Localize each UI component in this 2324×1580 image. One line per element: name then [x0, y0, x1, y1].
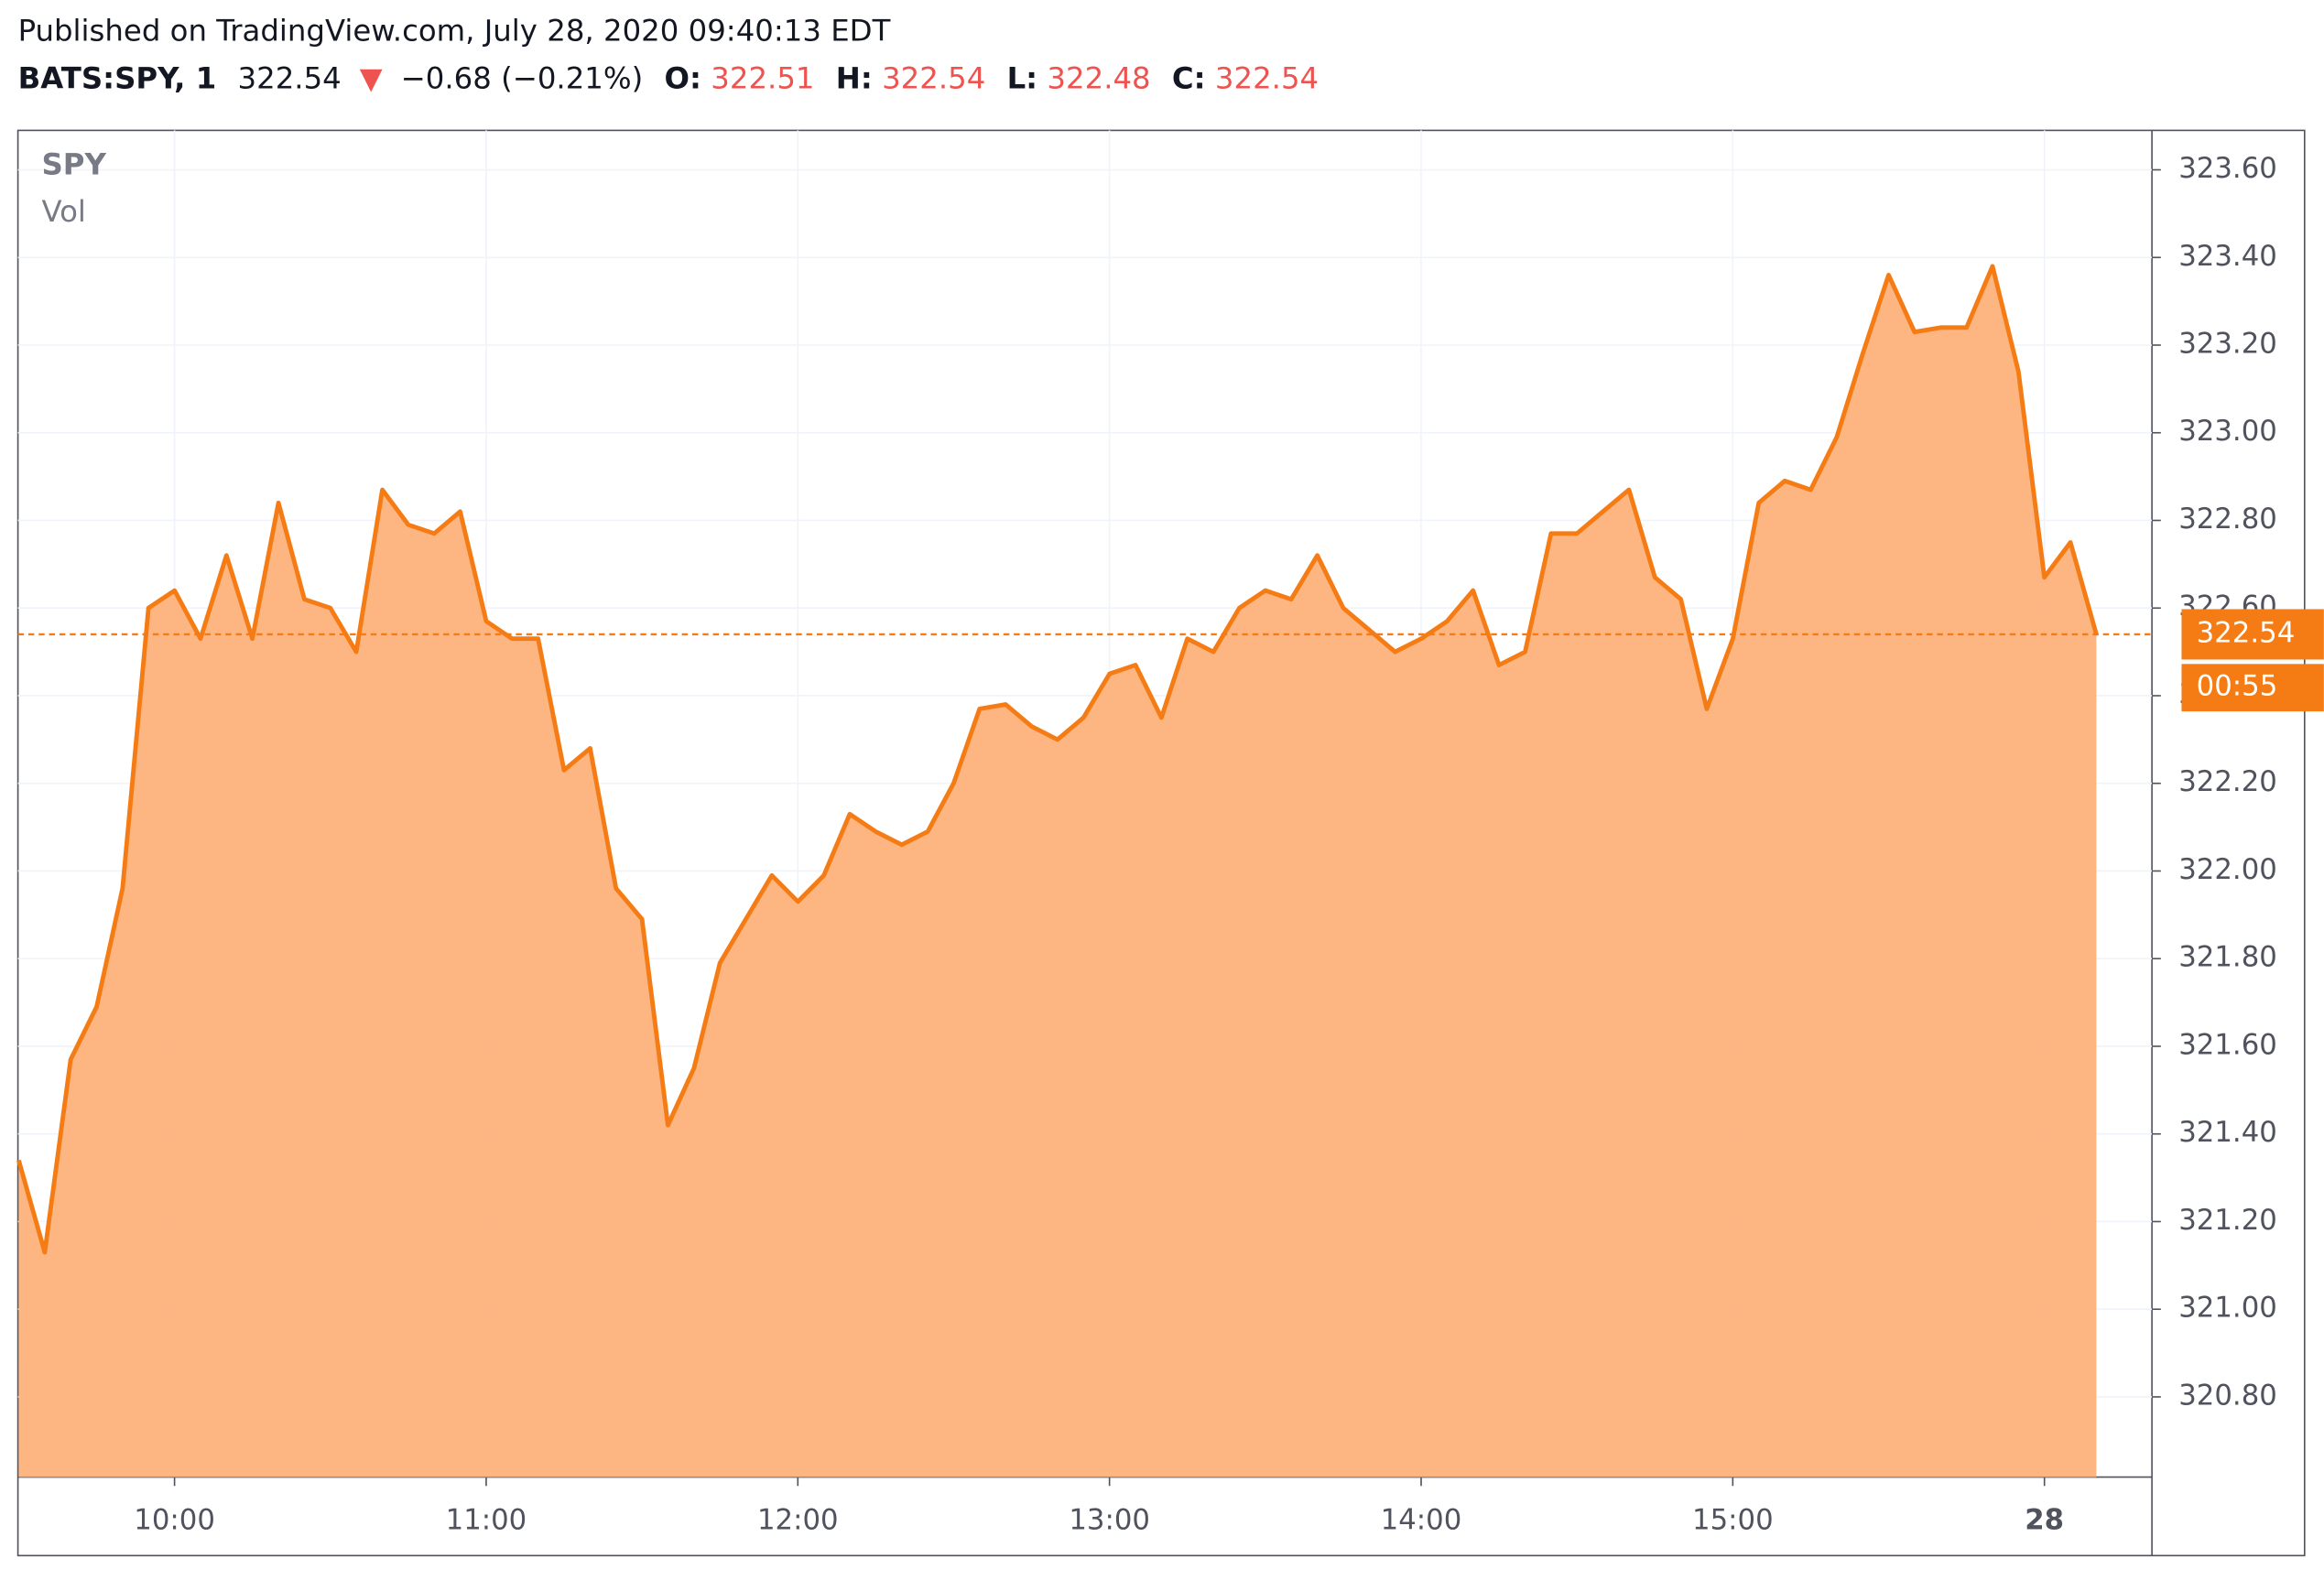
- x-tick-label: 10:00: [134, 1504, 215, 1537]
- y-tick-label: 321.00: [2178, 1292, 2277, 1325]
- y-tick-label: 323.60: [2178, 152, 2277, 185]
- high-label: H:: [836, 60, 873, 95]
- change: −0.68 (−0.21%): [401, 60, 644, 95]
- low: 322.48: [1047, 60, 1150, 95]
- y-tick-label: 321.20: [2178, 1204, 2277, 1237]
- countdown-label: 00:55: [2197, 670, 2278, 703]
- y-tick-label: 320.80: [2178, 1379, 2277, 1412]
- y-tick-label: 321.60: [2178, 1028, 2277, 1061]
- y-tick-label: 321.80: [2178, 941, 2277, 974]
- y-tick-label: 323.40: [2178, 240, 2277, 273]
- high: 322.54: [882, 60, 985, 95]
- arrow: ▼: [360, 60, 383, 95]
- price-line: [16, 264, 2099, 1255]
- x-tick-label: 28: [2025, 1504, 2064, 1537]
- last-price-label: 322.54: [2197, 616, 2296, 649]
- x-tick-label: 14:00: [1381, 1504, 1462, 1537]
- area: [18, 265, 2097, 1477]
- close-label: C:: [1172, 60, 1206, 95]
- y-tick-label: 323.00: [2178, 415, 2277, 448]
- open: 322.51: [711, 60, 814, 95]
- open-label: O:: [665, 60, 701, 95]
- last: 322.54: [238, 60, 342, 95]
- last-price-tag: [2181, 609, 2324, 660]
- y-tick-label: 323.20: [2178, 327, 2277, 360]
- symbol: BATS:SPY, 1: [18, 60, 217, 95]
- quote-line: BATS:SPY, 1 322.54 ▼ −0.68 (−0.21%) O: 3…: [18, 60, 1319, 95]
- x-tick-label: 15:00: [1692, 1504, 1774, 1537]
- y-tick-label: 322.20: [2178, 765, 2277, 798]
- x-tick-label: 11:00: [446, 1504, 527, 1537]
- y-tick-label: 321.40: [2178, 1116, 2277, 1149]
- published-note: Published on TradingView.com, July 28, 2…: [18, 14, 891, 49]
- x-tick-label: 12:00: [757, 1504, 839, 1537]
- low-label: L:: [1007, 60, 1038, 95]
- legend-symbol[interactable]: SPY: [41, 146, 106, 181]
- y-tick-label: 322.00: [2178, 853, 2277, 886]
- legend-volume[interactable]: Vol: [41, 194, 85, 229]
- y-tick-label: 322.80: [2178, 503, 2277, 536]
- close: 322.54: [1215, 60, 1319, 95]
- countdown-tag: [2181, 664, 2324, 712]
- x-tick-label: 13:00: [1069, 1504, 1150, 1537]
- chart-frame: [16, 129, 2306, 1557]
